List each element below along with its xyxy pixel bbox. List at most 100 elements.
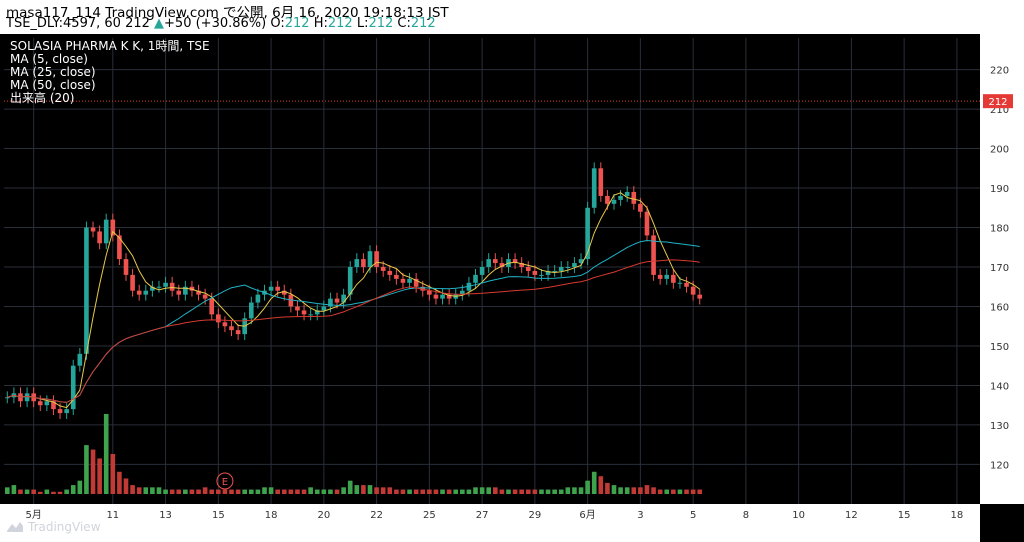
x-tick-label: 10 (792, 510, 805, 521)
volume-bar (611, 485, 617, 494)
x-tick-label: 6月 (579, 509, 595, 521)
volume-bar (242, 489, 248, 494)
candle-body (697, 294, 703, 299)
candle-body (136, 290, 142, 295)
volume-bar (222, 489, 228, 494)
volume-bar (103, 414, 109, 494)
candle-body (591, 168, 597, 208)
ma5-line (7, 192, 700, 409)
x-tick-label: 15 (212, 510, 225, 521)
price-chart[interactable]: 120 130 140 150 160 170 180 190 200 210 220 5月 11 13 1… (0, 34, 1024, 542)
open-value: 212 (284, 16, 310, 31)
tradingview-watermark: TradingView (6, 520, 101, 534)
low-label: L: (356, 16, 369, 31)
candle-body (539, 274, 544, 276)
volume-bar (605, 482, 610, 494)
candle-body (572, 263, 577, 267)
volume-bar (624, 487, 630, 494)
volume-bar (519, 489, 524, 494)
volume-bar (486, 487, 492, 494)
candle-body (367, 251, 373, 267)
candle-body (644, 211, 650, 236)
candle-body (328, 298, 333, 307)
candle-body (169, 282, 175, 291)
volume-bar (453, 489, 459, 494)
earnings-event-marker (216, 472, 234, 490)
volume-bar (123, 478, 129, 494)
candle-body (275, 286, 280, 291)
volume-bar (558, 489, 564, 494)
volume-bar (110, 454, 116, 494)
ma50-line (7, 259, 700, 403)
earnings-event-label: E (222, 477, 228, 488)
volume-bar (44, 489, 50, 494)
volume-bar (24, 489, 30, 494)
volume-bar (598, 476, 604, 494)
candle-body (308, 314, 313, 316)
volume-bar (394, 489, 399, 494)
y-tick-label: 180 (990, 224, 1009, 235)
candle-body (671, 274, 676, 283)
volume-bar (697, 489, 703, 494)
watermark-text: TradingView (28, 520, 101, 534)
candle-body (341, 294, 346, 303)
y-tick-label: 170 (990, 263, 1009, 274)
volume-bar (657, 489, 663, 494)
candle-body (24, 393, 30, 402)
volume-bar (117, 471, 122, 494)
volume-bar (578, 487, 584, 494)
x-tick-label: 27 (476, 510, 489, 521)
x-tick-label: 25 (423, 510, 436, 521)
up-arrow-icon: ▲ (154, 16, 165, 31)
volume-bar (420, 489, 426, 494)
volume-bar (4, 487, 10, 494)
candle-body (361, 259, 366, 267)
candle-body (578, 259, 584, 264)
volume-bar (565, 487, 571, 494)
symbol-name: TSE_DLY:4597, 60 (6, 16, 121, 31)
candle-body (433, 294, 439, 299)
volume-bar (51, 491, 56, 494)
candle-body (677, 282, 683, 284)
volume-bar (216, 489, 221, 494)
volume-bar (334, 489, 340, 494)
x-tick-label: 29 (528, 510, 541, 521)
ma25-line (7, 239, 700, 403)
volume-bar (427, 489, 432, 494)
volume-bar (413, 489, 419, 494)
candle-body (631, 191, 637, 204)
volume-bar (97, 458, 102, 494)
candle-body (552, 270, 557, 272)
volume-bar (143, 487, 149, 494)
volume-bar (196, 489, 201, 494)
volume-bar (539, 489, 544, 494)
volume-bar (677, 489, 683, 494)
candle-body (618, 195, 623, 200)
volume-bar (31, 489, 36, 494)
candle-body (163, 282, 168, 287)
candle-body (110, 219, 116, 236)
volume-bar (407, 489, 412, 494)
close-value: 212 (410, 16, 436, 31)
candle-body (473, 274, 478, 283)
y-tick-label: 160 (990, 302, 1009, 313)
volume-bar (347, 480, 353, 494)
candle-body (427, 290, 432, 295)
candle-body (255, 294, 261, 303)
candle-body (222, 322, 228, 327)
candle-body (558, 267, 564, 271)
price-axis (980, 34, 1024, 504)
volume-bar (400, 489, 406, 494)
volume-bar (262, 487, 267, 494)
candle-body (512, 259, 518, 264)
volume-bar (354, 485, 360, 494)
volume-bar (492, 487, 498, 494)
candle-body (321, 306, 327, 311)
volume-bar (440, 489, 445, 494)
volume-bar (671, 489, 676, 494)
candle-body (374, 251, 379, 267)
open-label: O: (270, 16, 285, 31)
time-axis (0, 504, 980, 542)
candle-body (103, 219, 109, 244)
volume-bar (268, 487, 274, 494)
